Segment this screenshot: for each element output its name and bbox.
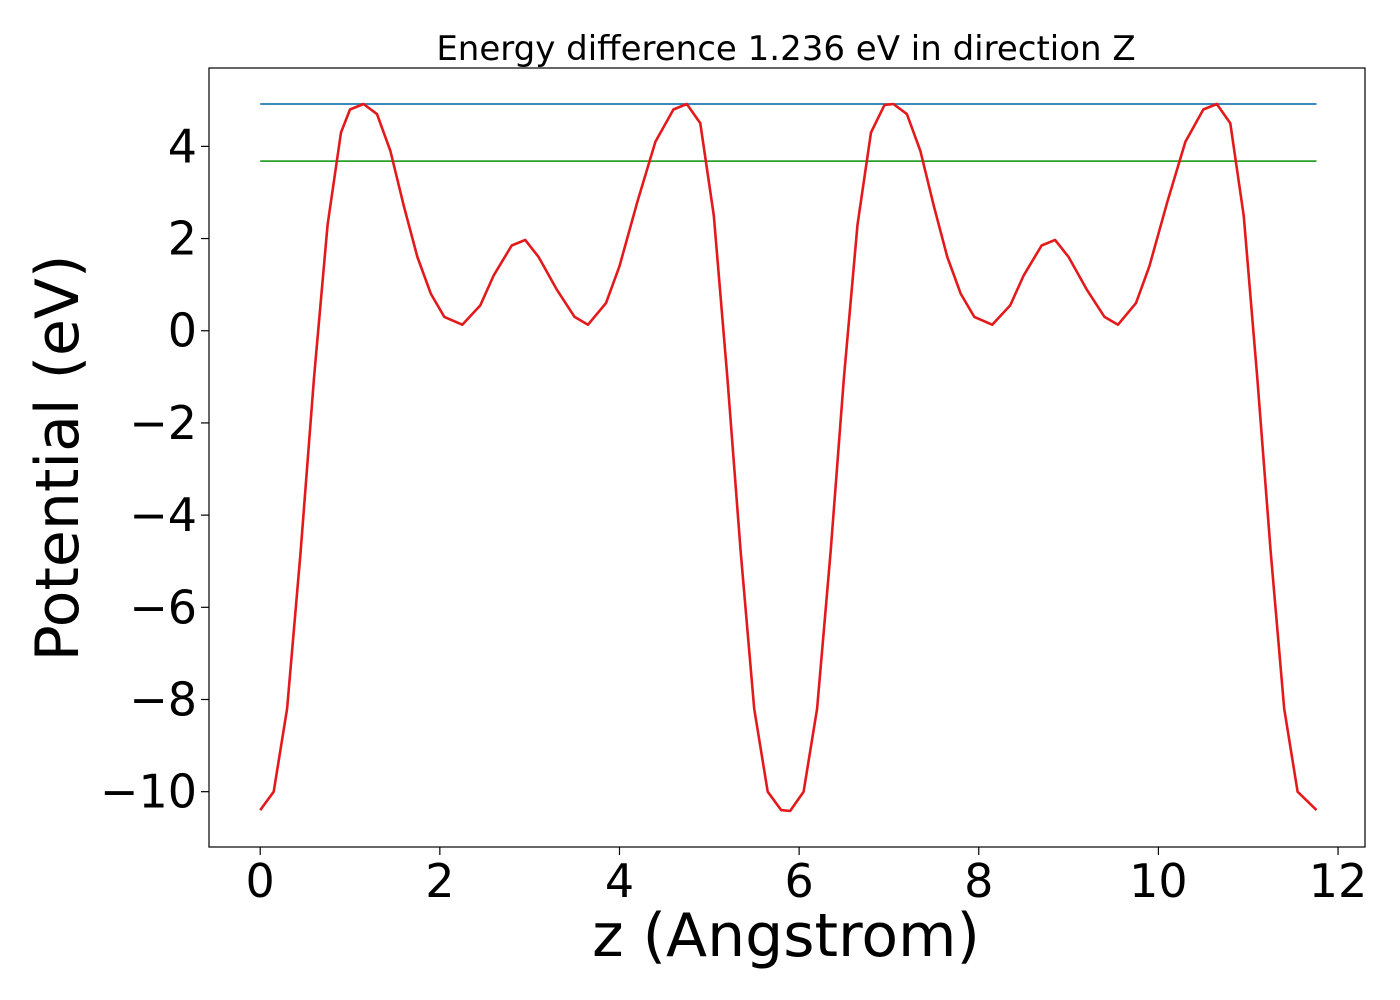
x-tick-label: 0 — [246, 854, 275, 908]
x-axis: 0 2 4 6 8 10 12 — [246, 847, 1368, 908]
chart-title: Energy difference 1.236 eV in direction … — [436, 29, 1135, 69]
y-tick-label: −10 — [100, 765, 197, 819]
y-tick-label: −2 — [129, 396, 197, 450]
y-axis-label: Potential (eV) — [23, 255, 93, 662]
x-tick-label: 2 — [425, 854, 454, 908]
x-tick-label: 10 — [1129, 854, 1188, 908]
y-tick-label: −8 — [129, 672, 197, 726]
y-tick-label: −4 — [129, 488, 197, 542]
plot-area — [259, 102, 1318, 813]
series-line-3 — [259, 102, 1318, 813]
x-tick-label: 8 — [964, 854, 993, 908]
x-axis-label: z (Angstrom) — [592, 901, 980, 971]
x-tick-label: 4 — [605, 854, 634, 908]
x-tick-label: 12 — [1309, 854, 1368, 908]
y-tick-label: 2 — [168, 212, 197, 266]
y-tick-label: −6 — [129, 580, 197, 634]
x-tick-label: 6 — [784, 854, 813, 908]
axes-frame — [208, 67, 1366, 848]
y-axis: −10 −8 −6 −4 −2 0 2 4 — [100, 119, 209, 819]
y-tick-label: 4 — [168, 119, 197, 173]
y-tick-label: 0 — [168, 304, 197, 358]
